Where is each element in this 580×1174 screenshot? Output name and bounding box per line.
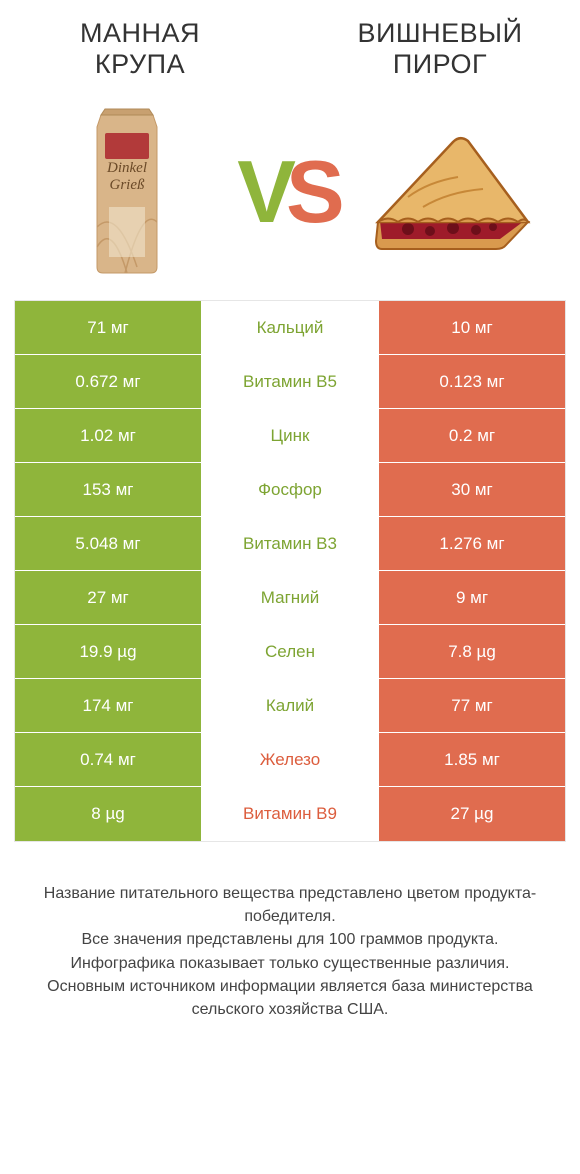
- title-right: ВИШНЕВЫЙ ПИРОГ: [340, 18, 540, 80]
- table-row: 19.9 µgСелен7.8 µg: [15, 625, 565, 679]
- nutrient-label: Кальций: [201, 301, 379, 354]
- footer-notes: Название питательного вещества представл…: [0, 842, 580, 1021]
- nutrient-label: Витамин B5: [201, 355, 379, 408]
- nutrient-label: Селен: [201, 625, 379, 678]
- right-value: 0.2 мг: [379, 409, 565, 462]
- footer-line-1: Название питательного вещества представл…: [30, 882, 550, 928]
- comparison-table: 71 мгКальций10 мг0.672 мгВитамин B50.123…: [14, 300, 566, 842]
- footer-line-3: Инфографика показывает только существенн…: [30, 952, 550, 975]
- left-value: 19.9 µg: [15, 625, 201, 678]
- table-row: 153 мгФосфор30 мг: [15, 463, 565, 517]
- right-value: 10 мг: [379, 301, 565, 354]
- cherry-pie-image: [368, 107, 538, 277]
- nutrient-label: Витамин B9: [201, 787, 379, 841]
- right-value: 1.85 мг: [379, 733, 565, 786]
- title-left: МАННАЯ КРУПА: [40, 18, 240, 80]
- left-value: 71 мг: [15, 301, 201, 354]
- nutrient-label: Фосфор: [201, 463, 379, 516]
- table-row: 5.048 мгВитамин B31.276 мг: [15, 517, 565, 571]
- vs-label: V S: [237, 141, 342, 243]
- table-row: 0.74 мгЖелезо1.85 мг: [15, 733, 565, 787]
- table-row: 0.672 мгВитамин B50.123 мг: [15, 355, 565, 409]
- right-value: 1.276 мг: [379, 517, 565, 570]
- right-value: 0.123 мг: [379, 355, 565, 408]
- left-value: 174 мг: [15, 679, 201, 732]
- table-row: 1.02 мгЦинк0.2 мг: [15, 409, 565, 463]
- left-value: 5.048 мг: [15, 517, 201, 570]
- table-row: 27 мгМагний9 мг: [15, 571, 565, 625]
- nutrient-label: Железо: [201, 733, 379, 786]
- right-value: 7.8 µg: [379, 625, 565, 678]
- left-value: 27 мг: [15, 571, 201, 624]
- right-value: 30 мг: [379, 463, 565, 516]
- table-row: 174 мгКалий77 мг: [15, 679, 565, 733]
- semolina-bag-icon: Dinkel Grieß: [87, 107, 167, 277]
- footer-line-4: Основным источником информации является …: [30, 975, 550, 1021]
- svg-text:Dinkel: Dinkel: [106, 160, 147, 176]
- vs-s: S: [286, 141, 343, 243]
- left-value: 8 µg: [15, 787, 201, 841]
- footer-line-2: Все значения представлены для 100 граммо…: [30, 928, 550, 951]
- table-row: 71 мгКальций10 мг: [15, 301, 565, 355]
- left-value: 153 мг: [15, 463, 201, 516]
- left-value: 0.74 мг: [15, 733, 201, 786]
- images-row: Dinkel Grieß V S: [0, 90, 580, 300]
- titles-row: МАННАЯ КРУПА ВИШНЕВЫЙ ПИРОГ: [0, 0, 580, 90]
- left-value: 0.672 мг: [15, 355, 201, 408]
- nutrient-label: Магний: [201, 571, 379, 624]
- cherry-pie-icon: [368, 127, 538, 257]
- infographic: МАННАЯ КРУПА ВИШНЕВЫЙ ПИРОГ Dinkel Grieß…: [0, 0, 580, 1174]
- svg-text:Grieß: Grieß: [110, 177, 145, 193]
- left-value: 1.02 мг: [15, 409, 201, 462]
- right-value: 77 мг: [379, 679, 565, 732]
- nutrient-label: Цинк: [201, 409, 379, 462]
- table-row: 8 µgВитамин B927 µg: [15, 787, 565, 841]
- semolina-image: Dinkel Grieß: [42, 107, 212, 277]
- right-value: 27 µg: [379, 787, 565, 841]
- right-value: 9 мг: [379, 571, 565, 624]
- nutrient-label: Витамин B3: [201, 517, 379, 570]
- nutrient-label: Калий: [201, 679, 379, 732]
